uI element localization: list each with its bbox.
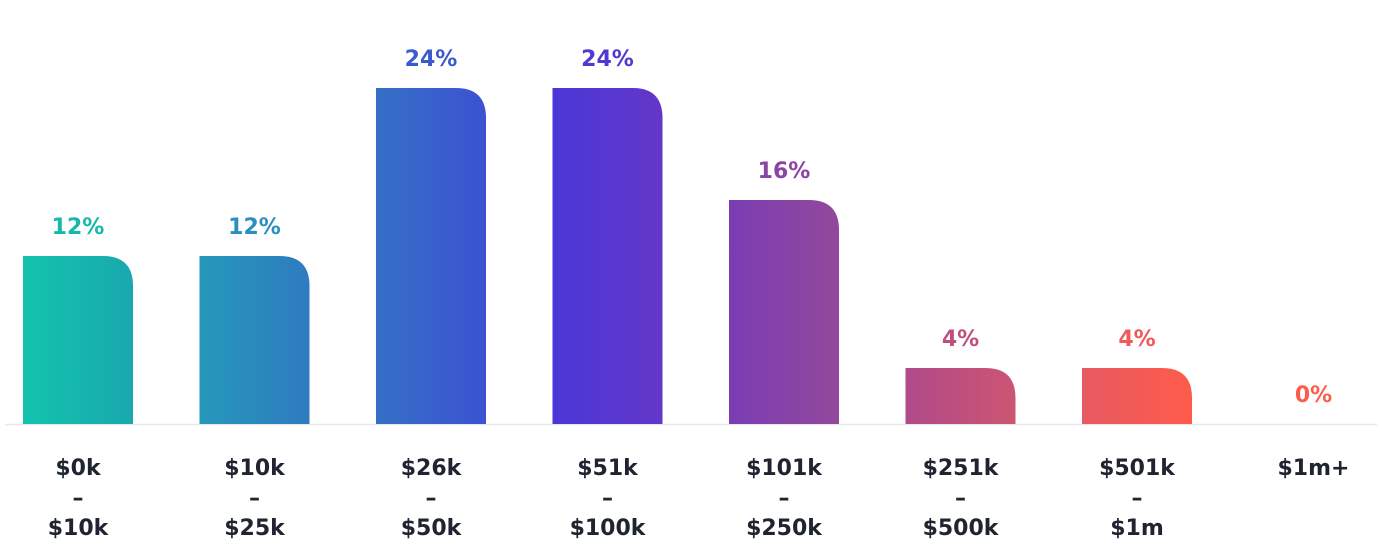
category-label: – bbox=[955, 486, 966, 511]
category-label: – bbox=[1132, 486, 1143, 511]
category-label: $50k bbox=[401, 516, 463, 541]
value-label: 0% bbox=[1295, 383, 1332, 408]
category-label: $0k bbox=[55, 456, 102, 481]
category-label: $25k bbox=[224, 516, 286, 541]
category-label: $500k bbox=[923, 516, 1000, 541]
category-label: $10k bbox=[224, 456, 286, 481]
value-label: 24% bbox=[405, 47, 458, 72]
category-label: $26k bbox=[401, 456, 463, 481]
value-label: 12% bbox=[52, 215, 105, 240]
category-label: $501k bbox=[1099, 456, 1176, 481]
category-label: $101k bbox=[746, 456, 823, 481]
category-label: – bbox=[249, 486, 260, 511]
value-label: 12% bbox=[228, 215, 281, 240]
value-label: 16% bbox=[758, 159, 811, 184]
category-label: $1m bbox=[1110, 516, 1164, 541]
category-label: – bbox=[602, 486, 613, 511]
category-label: $100k bbox=[570, 516, 647, 541]
bar bbox=[729, 200, 839, 424]
category-label: $1m+ bbox=[1278, 456, 1350, 481]
value-label: 4% bbox=[942, 327, 979, 352]
value-label: 24% bbox=[581, 47, 634, 72]
category-label: – bbox=[426, 486, 437, 511]
bar bbox=[1082, 368, 1192, 424]
category-label: – bbox=[73, 486, 84, 511]
category-label: – bbox=[779, 486, 790, 511]
bar bbox=[905, 368, 1016, 424]
category-label: $10k bbox=[48, 516, 110, 541]
category-label: $250k bbox=[746, 516, 823, 541]
bar bbox=[376, 88, 486, 424]
value-label: 4% bbox=[1118, 327, 1155, 352]
category-label: $251k bbox=[923, 456, 1000, 481]
category-label: $51k bbox=[577, 456, 639, 481]
bar bbox=[199, 256, 310, 424]
bar bbox=[552, 88, 663, 424]
bar bbox=[23, 256, 133, 424]
